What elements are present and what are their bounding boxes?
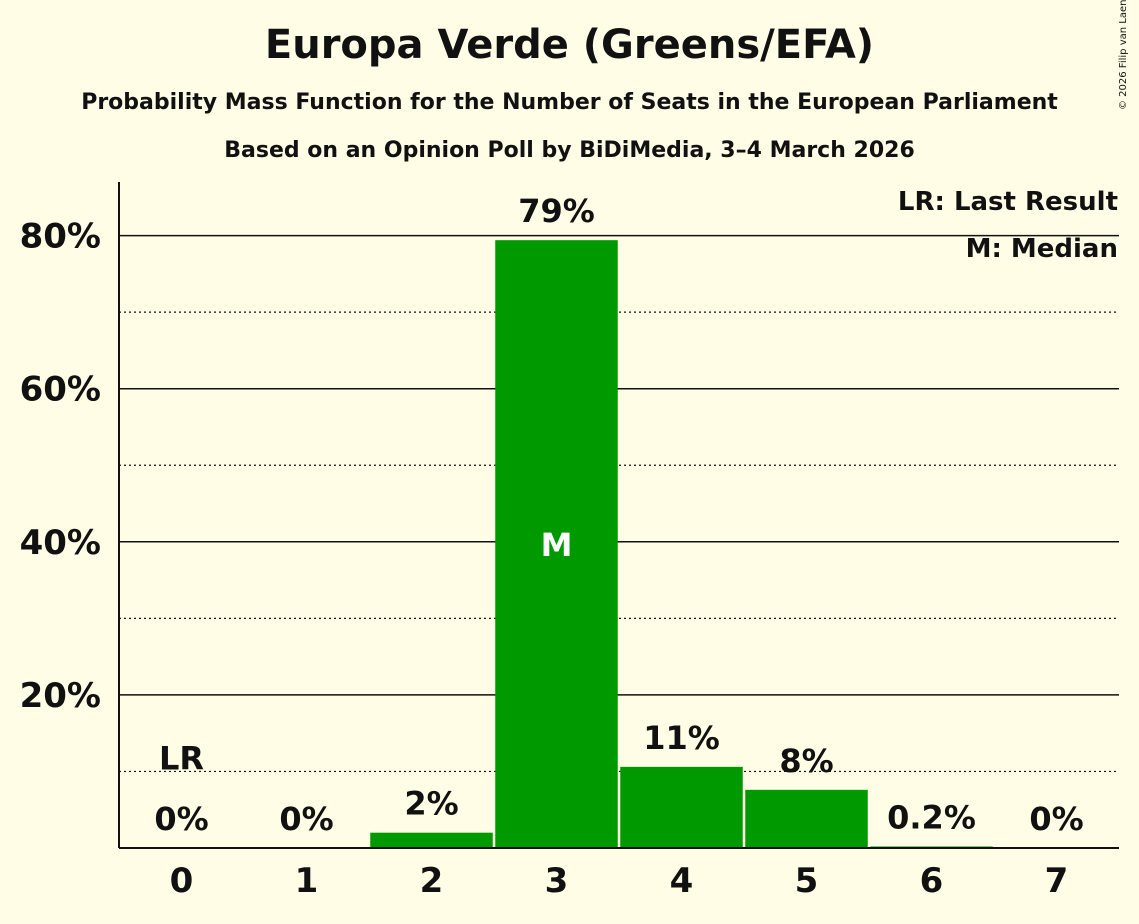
bar-value-label: 0.2% <box>887 798 976 836</box>
bar <box>620 766 743 848</box>
bar-value-label: 79% <box>518 192 595 230</box>
y-tick-label: 20% <box>20 676 101 716</box>
chart-subtitle: Probability Mass Function for the Number… <box>81 90 1058 115</box>
legend-last-result: LR: Last Result <box>898 187 1118 217</box>
chart-title: Europa Verde (Greens/EFA) <box>264 22 875 68</box>
x-tick-label: 2 <box>420 861 444 901</box>
y-tick-label: 60% <box>20 370 101 410</box>
legend-median: M: Median <box>966 234 1118 264</box>
bar <box>745 789 868 848</box>
bar-value-label: 0% <box>154 800 208 838</box>
bar <box>495 240 618 848</box>
bar-value-label: 11% <box>643 719 720 757</box>
y-tick-label: 40% <box>20 523 101 563</box>
bar-value-label: 2% <box>404 785 458 823</box>
x-tick-label: 4 <box>670 861 694 901</box>
chart-source-subtitle: Based on an Opinion Poll by BiDiMedia, 3… <box>224 138 915 163</box>
x-tick-label: 0 <box>170 861 194 901</box>
x-tick-label: 1 <box>295 861 319 901</box>
last-result-marker: LR <box>159 739 204 777</box>
bar <box>370 832 493 848</box>
bar-value-label: 0% <box>279 800 333 838</box>
y-tick-label: 80% <box>20 217 101 257</box>
bar-value-label: 8% <box>779 742 833 780</box>
x-tick-label: 3 <box>545 861 569 901</box>
bar-value-label: 0% <box>1029 800 1083 838</box>
x-tick-label: 5 <box>795 861 819 901</box>
x-tick-label: 7 <box>1045 861 1069 901</box>
x-tick-label: 6 <box>920 861 944 901</box>
median-marker: M <box>541 526 573 564</box>
